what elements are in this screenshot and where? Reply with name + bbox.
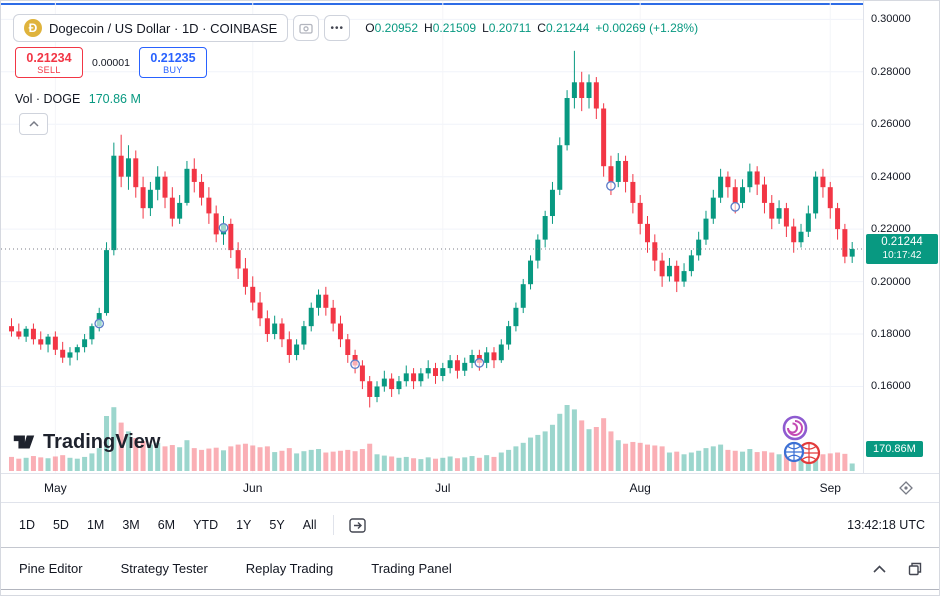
- toolbar-divider: [332, 515, 334, 535]
- tab-trading-panel[interactable]: Trading Panel: [371, 561, 452, 576]
- candlestick-chart[interactable]: [1, 1, 863, 473]
- price-axis-label: 0.26000: [871, 118, 911, 131]
- range-all[interactable]: All: [302, 518, 317, 532]
- tab-pine-editor[interactable]: Pine Editor: [19, 561, 83, 576]
- buy-button[interactable]: 0.21235 BUY: [138, 47, 207, 78]
- tab-replay-trading[interactable]: Replay Trading: [245, 561, 334, 576]
- bottom-panel: Pine Editor Strategy Tester Replay Tradi…: [1, 547, 939, 590]
- time-axis-month: Aug: [629, 481, 651, 495]
- time-axis-month: Sep: [819, 481, 841, 495]
- time-axis-month: Jun: [243, 481, 263, 495]
- close-value: 0.21244: [545, 21, 590, 35]
- price-axis[interactable]: 0.21244 10:17:42 170.86M 0.30000 0.28000 0…: [863, 1, 939, 473]
- symbol-button[interactable]: Ð Dogecoin / US Dollar · 1D · COINBASE: [13, 14, 289, 42]
- range-ytd[interactable]: YTD: [193, 518, 219, 532]
- buy-label: BUY: [163, 65, 183, 75]
- ohlc-readout: O 0.20952 H 0.21509 L 0.20711 C 0.21244 …: [359, 21, 698, 35]
- price-axis-label: 0.22000: [871, 223, 911, 236]
- sell-price: 0.21234: [26, 51, 72, 65]
- volume-label: Vol · DOGE: [15, 92, 81, 106]
- volume-badge: 170.86M: [866, 441, 923, 457]
- collapse-legend-button[interactable]: [19, 113, 48, 135]
- chart-area[interactable]: TradingView Ð Dogecoin / US Dollar · 1D …: [1, 1, 863, 473]
- open-label: O: [365, 21, 375, 35]
- dogecoin-icon: Ð: [24, 19, 42, 37]
- range-1y[interactable]: 1Y: [236, 518, 252, 532]
- price-axis-label: 0.30000: [871, 13, 911, 26]
- markers-layer: [94, 181, 741, 370]
- volume-layer: [9, 405, 855, 471]
- high-value: 0.21509: [432, 21, 477, 35]
- range-5y[interactable]: 5Y: [269, 518, 285, 532]
- price-axis-label: 0.16000: [871, 380, 911, 393]
- change-value: +0.00269 (+1.28%): [595, 21, 699, 35]
- low-label: L: [482, 21, 489, 35]
- buy-price: 0.21235: [150, 51, 196, 65]
- price-axis-label: 0.28000: [871, 65, 911, 78]
- time-axis-month: Jul: [435, 481, 451, 495]
- range-1d[interactable]: 1D: [19, 518, 35, 532]
- date-range-toolbar: 1D 5D 1M 3M 6M YTD 1Y 5Y All 13:42:18 UT…: [1, 502, 939, 547]
- camera-glyph-icon: [299, 23, 313, 34]
- volume-value: 170.86 M: [88, 92, 141, 106]
- panel-maximize-icon[interactable]: [907, 561, 923, 577]
- volume-legend: Vol · DOGE 170.86 M: [15, 92, 141, 106]
- tradingview-logo-icon: [13, 435, 35, 449]
- range-3m[interactable]: 3M: [122, 518, 140, 532]
- price-axis-label: 0.20000: [871, 275, 911, 288]
- sell-button[interactable]: 0.21234 SELL: [15, 47, 83, 78]
- panel-chevron-up-icon[interactable]: [872, 564, 887, 574]
- low-value: 0.20711: [488, 21, 532, 35]
- clock-utc-button[interactable]: 13:42:18 UTC: [847, 518, 925, 532]
- scale-settings-icon[interactable]: [898, 480, 914, 499]
- range-5d[interactable]: 5D: [52, 518, 69, 532]
- open-value: 0.20952: [374, 21, 419, 35]
- trade-buttons-row: 0.21234 SELL 0.00001 0.21235 BUY: [15, 47, 207, 78]
- high-label: H: [424, 21, 433, 35]
- tradingview-watermark: TradingView: [11, 429, 160, 455]
- close-label: C: [537, 21, 546, 35]
- range-6m[interactable]: 6M: [157, 518, 176, 532]
- current-price-value: 0.21244: [881, 235, 923, 248]
- watermark-text: TradingView: [43, 430, 161, 453]
- time-axis-month: May: [44, 481, 67, 495]
- price-axis-label: 0.24000: [871, 170, 911, 183]
- current-price-badge: 0.21244 10:17:42: [866, 233, 938, 264]
- grid-layer: [1, 1, 863, 473]
- camera-icon[interactable]: [293, 15, 320, 41]
- chevron-up-icon: [28, 120, 39, 127]
- legend-row: Ð Dogecoin / US Dollar · 1D · COINBASE •…: [13, 14, 698, 42]
- tab-strategy-tester[interactable]: Strategy Tester: [120, 561, 208, 576]
- spread-value: 0.00001: [92, 56, 130, 69]
- sticker-globes-icon: [782, 439, 822, 472]
- go-to-date-icon[interactable]: [348, 516, 367, 535]
- bar-countdown: 10:17:42: [882, 249, 922, 261]
- top-accent-bar: [1, 3, 939, 5]
- time-axis[interactable]: May Jun Jul Aug Sep: [1, 473, 939, 503]
- price-axis-label: 0.18000: [871, 328, 911, 341]
- sell-label: SELL: [37, 65, 61, 75]
- symbol-title: Dogecoin / US Dollar · 1D · COINBASE: [49, 20, 278, 36]
- range-1m[interactable]: 1M: [86, 518, 105, 532]
- more-options-button[interactable]: •••: [324, 15, 351, 41]
- sticker-cyclone-icon: [780, 413, 810, 448]
